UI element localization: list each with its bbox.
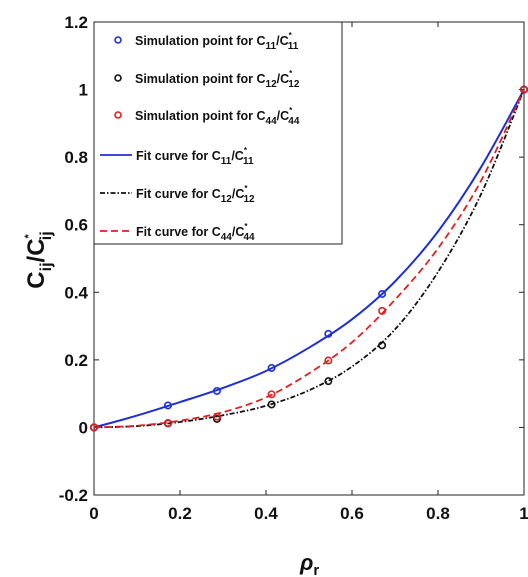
legend-label-sub: 11	[221, 156, 232, 167]
fit-curve-fit44	[93, 89, 525, 429]
legend-marker-sim12	[114, 74, 122, 82]
legend-label-text: Simulation point for C	[135, 72, 266, 86]
point-sim11	[378, 289, 387, 298]
legend-label-sim44: Simulation point for C44/C* 44	[135, 106, 300, 127]
legend-label-sup: *	[289, 31, 293, 40]
legend-label-text: Fit curve for C	[136, 225, 221, 239]
legend-label-sub: 12	[266, 79, 278, 90]
legend-label-sub2: 12	[244, 194, 256, 205]
legend-label-sub: 12	[221, 194, 233, 205]
y-tick-label: 0.6	[64, 216, 88, 235]
legend-box	[93, 21, 343, 245]
legend-label-sup: *	[289, 106, 293, 115]
legend-label-mid: /C	[277, 109, 290, 123]
legend-label-sup: *	[244, 222, 248, 231]
x-axis-label: ρr	[299, 550, 319, 577]
legend-label-fit44: Fit curve for C44/C* 44	[136, 222, 255, 243]
x-tick-label: 0.6	[340, 504, 364, 523]
x-axis-label-sub: r	[313, 562, 319, 577]
x-tick-label: 0	[89, 504, 98, 523]
x-ticks: 0 0.2 0.4 0.6 0.8 1	[89, 22, 528, 523]
x-tick-label: 0.4	[254, 504, 278, 523]
legend-label-mid: /C	[232, 225, 245, 239]
legend-label-mid: /C	[231, 149, 244, 163]
legend-marker-sim11	[114, 36, 122, 44]
point-sim44	[90, 423, 99, 432]
point-sim11	[212, 386, 221, 395]
legend-label-text: Simulation point for C	[135, 109, 266, 123]
point-sim11	[163, 401, 172, 410]
y-tick-label: 1.2	[64, 13, 88, 32]
legend-label-sub: 11	[266, 41, 277, 52]
legend-label-text: Simulation point for C	[135, 34, 266, 48]
legend-label-sup: *	[244, 184, 248, 193]
simulation-points	[90, 85, 528, 432]
y-tick-label: 0	[79, 418, 88, 437]
point-sim44	[378, 306, 387, 315]
legend-label-sub: 44	[221, 232, 233, 243]
point-sim44	[519, 85, 528, 94]
y-axis-label: Cij/C* ij	[23, 231, 55, 288]
point-sim44	[324, 356, 333, 365]
legend-label-fit12: Fit curve for C12/C* 12	[136, 184, 255, 205]
y-axis-label-sep: /C	[23, 238, 50, 262]
legend-label-text: Fit curve for C	[136, 187, 221, 201]
legend-label-sub2: 12	[288, 79, 300, 90]
legend-label-mid: /C	[276, 34, 289, 48]
legend-label-sub2: 11	[243, 156, 254, 167]
y-ticks: -0.2 0 0.2 0.4 0.6 0.8 1 1.2	[59, 13, 524, 505]
legend-label-sub: 44	[266, 116, 278, 127]
legend: Simulation point for C11/C* 11Simulation …	[93, 21, 343, 245]
legend-label-fit11: Fit curve for C11/C* 11	[136, 146, 254, 167]
legend-label-sub2: 11	[288, 41, 299, 52]
legend-label-sim11: Simulation point for C11/C* 11	[135, 31, 299, 52]
point-sim12	[378, 341, 387, 350]
point-sim11	[267, 363, 276, 372]
legend-label-text: Fit curve for C	[136, 149, 221, 163]
legend-label-sup: *	[244, 146, 248, 155]
legend-label-sub2: 44	[244, 232, 256, 243]
point-sim44	[212, 412, 221, 421]
y-tick-label: 0.2	[64, 351, 88, 370]
legend-marker-sim44	[114, 111, 122, 119]
y-axis-label-sub: ij	[38, 262, 55, 271]
point-sim44	[163, 419, 172, 428]
legend-label-sup: *	[289, 69, 293, 78]
legend-label-sim12: Simulation point for C12/C* 12	[135, 69, 300, 90]
point-sim12	[324, 377, 333, 386]
legend-label-sub2: 44	[288, 116, 300, 127]
x-tick-label: 1	[519, 504, 528, 523]
point-sim11	[324, 329, 333, 338]
y-tick-label: 0.8	[64, 148, 88, 167]
fit-curve-fit12	[93, 89, 525, 429]
x-tick-label: 0.8	[426, 504, 450, 523]
legend-label-mid: /C	[277, 72, 290, 86]
legend-label-mid: /C	[232, 187, 245, 201]
point-sim12	[267, 400, 276, 409]
y-tick-label: 0.4	[64, 283, 88, 302]
y-axis-label-sup: *	[23, 233, 35, 238]
y-axis-label-sub2: ij	[38, 231, 55, 240]
y-tick-label: 1	[79, 81, 88, 100]
x-tick-label: 0.2	[168, 504, 192, 523]
point-sim44	[267, 390, 276, 399]
y-tick-label: -0.2	[59, 486, 88, 505]
